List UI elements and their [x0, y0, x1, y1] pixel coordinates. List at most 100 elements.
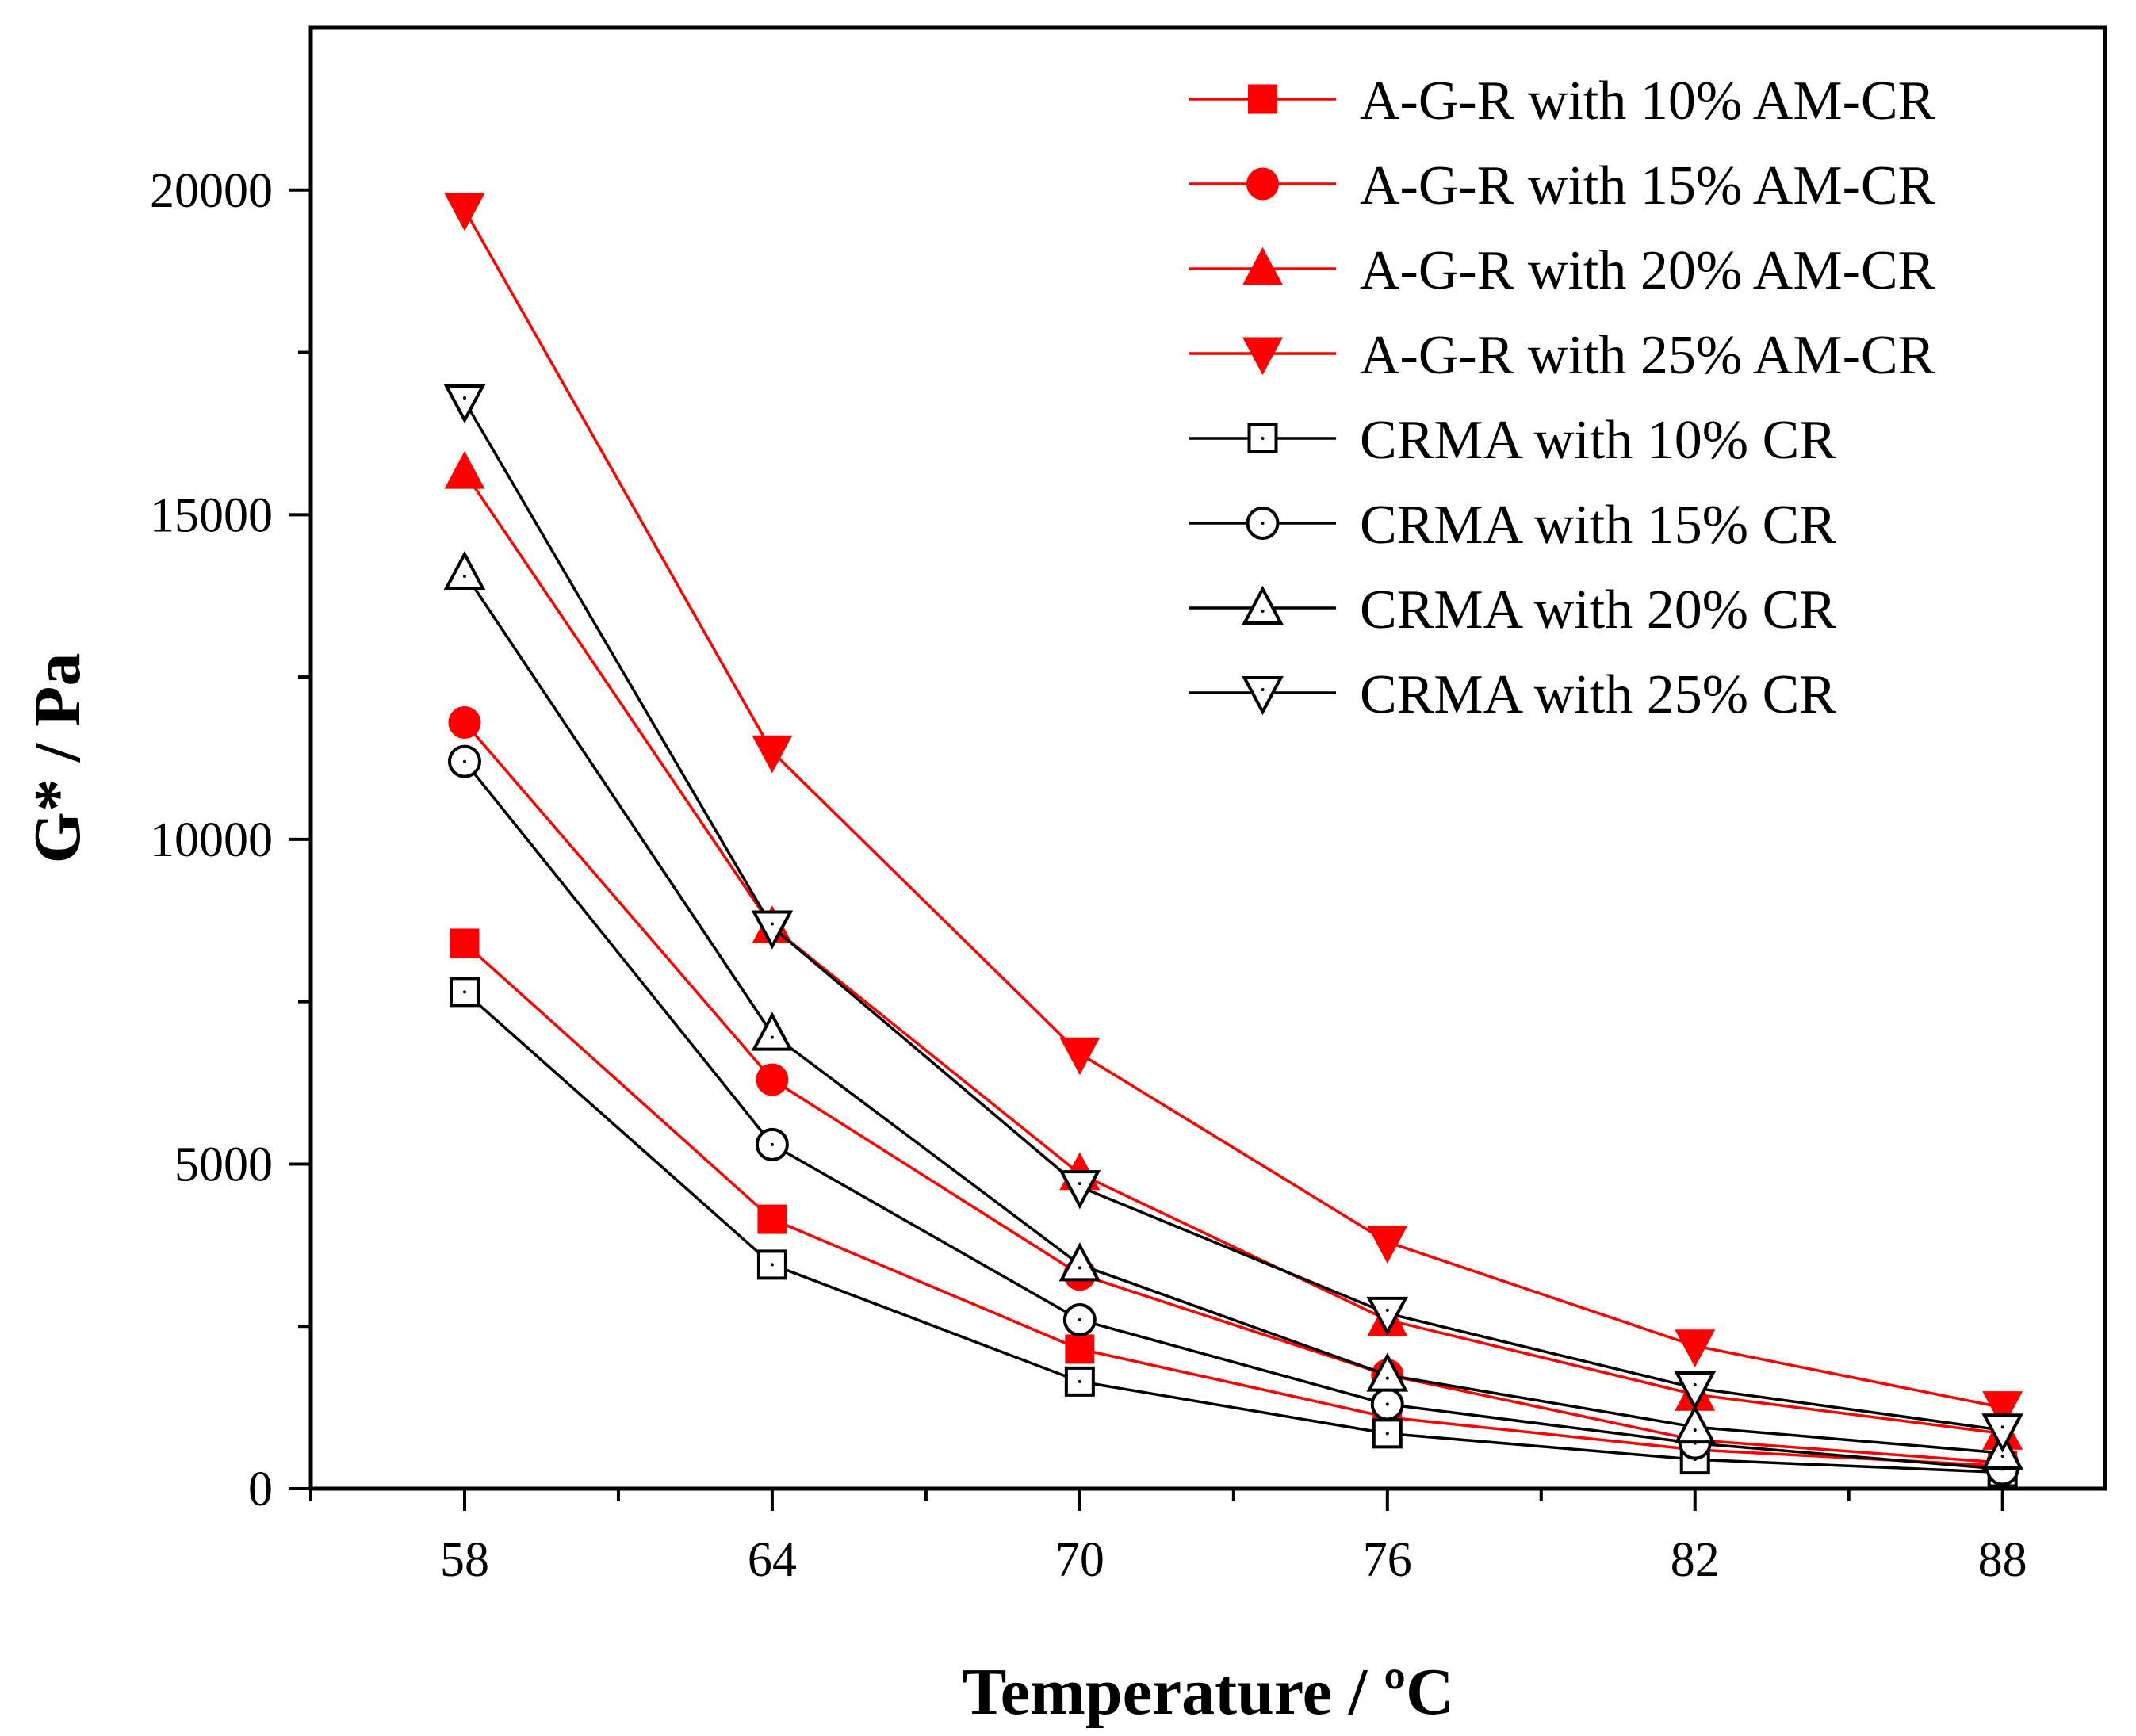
legend-item: A-G-R with 20% AM-CR	[1189, 240, 1935, 301]
data-point	[1366, 1296, 1409, 1336]
y-tick-label: 10000	[150, 813, 273, 867]
legend-item: CRMA with 25% CR	[1189, 664, 1836, 725]
series-line	[463, 760, 2003, 1471]
data-point-center-dot	[1385, 1402, 1389, 1406]
x-tick-label: 82	[1671, 1533, 1720, 1587]
data-point-center-dot	[1078, 1318, 1081, 1322]
data-point-center-dot	[1385, 1308, 1389, 1312]
data-point	[1674, 1371, 1717, 1411]
legend-marker-center-dot	[1261, 688, 1265, 691]
x-tick-label: 64	[748, 1533, 797, 1587]
axes: 58 64 70 76 82 88 0 5000 10000 15000 20000	[150, 25, 2107, 1587]
legend-item: A-G-R with 10% AM-CR	[1189, 71, 1935, 132]
data-point	[752, 735, 793, 774]
data-point	[751, 1011, 794, 1051]
legend-marker	[1242, 676, 1284, 716]
data-point	[1059, 1037, 1101, 1076]
data-point-center-dot	[770, 922, 774, 926]
y-tick-label: 0	[248, 1463, 273, 1516]
data-point-center-dot	[462, 396, 466, 400]
legend-item: CRMA with 15% CR	[1189, 495, 1836, 556]
data-point-center-dot	[1693, 1383, 1697, 1387]
data-point-center-dot	[1078, 1379, 1081, 1383]
data-point-center-dot	[462, 759, 466, 763]
series-line	[463, 721, 2003, 1464]
data-point-center-dot	[1693, 1428, 1697, 1432]
data-point-center-dot	[462, 990, 466, 994]
legend-marker	[1246, 167, 1279, 201]
x-axis-title: Temperature / ºC	[962, 1655, 1453, 1729]
legend-item: CRMA with 10% CR	[1189, 410, 1836, 471]
series-line	[463, 572, 2003, 1455]
data-point	[1981, 1413, 2024, 1453]
legend-item: A-G-R with 25% AM-CR	[1189, 325, 1935, 386]
data-point	[1675, 1329, 1716, 1367]
data-point	[1982, 1391, 2023, 1429]
legend-label: A-G-R with 25% AM-CR	[1360, 325, 1935, 386]
data-point	[443, 550, 486, 591]
data-point	[1372, 1418, 1403, 1449]
data-point	[756, 1063, 789, 1096]
y-tick-label: 20000	[150, 164, 273, 218]
data-point-center-dot	[1385, 1376, 1389, 1380]
data-point-center-dot	[462, 575, 466, 579]
data-point-center-dot	[2000, 1425, 2004, 1429]
y-tick-label: 15000	[150, 488, 273, 542]
data-point-center-dot	[770, 1142, 774, 1146]
data-point	[450, 928, 480, 958]
data-point-center-dot	[2000, 1454, 2004, 1458]
data-point	[443, 384, 486, 424]
legend-marker-center-dot	[1261, 437, 1265, 440]
series-line	[463, 208, 2004, 1409]
y-axis-title: G* / Pa	[21, 653, 94, 864]
data-point	[1674, 1404, 1717, 1444]
data-point	[448, 705, 481, 739]
series-line	[463, 991, 2003, 1474]
data-point	[1058, 1242, 1101, 1282]
data-point	[757, 1204, 787, 1234]
plot-frame	[308, 25, 2107, 1491]
legend-marker-center-dot	[1261, 522, 1265, 525]
data-point-center-dot	[1078, 1182, 1081, 1186]
data-point-center-dot	[770, 1035, 774, 1039]
series-group	[443, 193, 2024, 1488]
legend-marker-center-dot	[1261, 610, 1265, 613]
data-point	[1366, 1352, 1409, 1392]
series-8	[443, 384, 2024, 1453]
series-6	[447, 744, 2019, 1486]
legend-marker	[1248, 84, 1277, 114]
legend-label: A-G-R with 20% AM-CR	[1360, 240, 1935, 301]
legend-marker	[1242, 585, 1284, 625]
legend-marker	[1242, 337, 1284, 376]
x-tick-label: 70	[1055, 1533, 1104, 1587]
legend-label: CRMA with 15% CR	[1360, 495, 1836, 556]
data-point	[1065, 1334, 1095, 1364]
series-1	[450, 928, 2018, 1481]
data-point-center-dot	[770, 1263, 774, 1267]
legend-marker	[1242, 247, 1284, 285]
data-point	[444, 450, 485, 489]
x-tick-label: 88	[1978, 1533, 2027, 1587]
series-5	[449, 977, 2018, 1488]
legend-label: CRMA with 25% CR	[1360, 664, 1836, 725]
legend-label: A-G-R with 15% AM-CR	[1360, 155, 1935, 216]
series-4	[444, 193, 2023, 1429]
series-line	[463, 400, 2003, 1432]
data-point	[1367, 1226, 1408, 1264]
legend-label: A-G-R with 10% AM-CR	[1360, 71, 1935, 132]
data-point-center-dot	[1078, 1266, 1081, 1270]
x-tick-label: 58	[440, 1533, 489, 1587]
x-tick-label: 76	[1363, 1533, 1412, 1587]
data-point-center-dot	[1385, 1432, 1389, 1436]
legend: A-G-R with 10% AM-CR A-G-R with 15% AM-CR…	[1189, 71, 1935, 725]
legend-label: CRMA with 10% CR	[1360, 410, 1836, 471]
series-line	[463, 942, 2003, 1468]
legend-item: A-G-R with 15% AM-CR	[1189, 155, 1935, 216]
y-tick-label: 5000	[174, 1138, 273, 1191]
series-7	[443, 550, 2024, 1470]
legend-item: CRMA with 20% CR	[1189, 579, 1836, 640]
legend-marker	[1247, 423, 1278, 453]
data-point	[751, 910, 794, 950]
